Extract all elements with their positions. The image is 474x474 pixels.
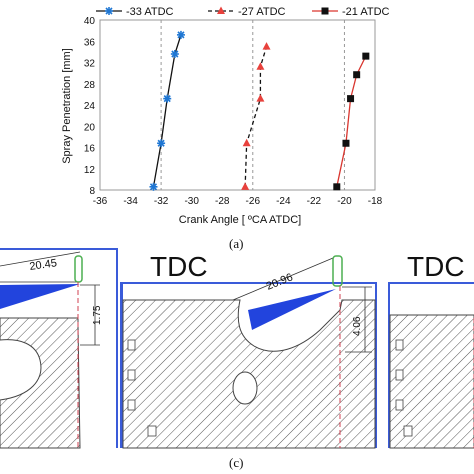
grid (160, 20, 345, 190)
piston-pin-hole (232, 371, 258, 405)
data-point (342, 139, 350, 147)
series (149, 30, 370, 191)
y-tick-label: 24 (84, 101, 96, 112)
series-line (244, 46, 268, 187)
diagram-panel-right: TDC (388, 251, 474, 449)
caption-c: (c) (229, 455, 244, 470)
y-tick-label: 36 (84, 37, 96, 48)
diagram-panel-middle: TDC 20.96 4.06 (120, 251, 377, 449)
spray-plume-middle (248, 289, 336, 330)
piston-bowl-left (0, 317, 81, 449)
y-tick-label: 20 (84, 122, 96, 133)
diagram-panel-left: 20.45 1.75 (0, 248, 118, 449)
y-axis: 8 12 16 20 24 28 32 36 40 (84, 16, 96, 197)
data-point (353, 71, 361, 79)
series-asterisk (149, 30, 185, 191)
x-tick-label: -20 (337, 196, 352, 207)
spray-length-middle: 20.96 (265, 271, 295, 292)
injector-left (74, 255, 83, 283)
plot-frame (99, 19, 376, 191)
spray-plume-left (0, 284, 80, 309)
x-tick-label: -30 (184, 196, 199, 207)
data-point (176, 30, 185, 39)
data-point (333, 183, 341, 191)
y-tick-label: 28 (84, 80, 96, 91)
x-tick-label: -28 (215, 196, 230, 207)
x-tick-label: -36 (93, 196, 108, 207)
data-point (262, 42, 271, 50)
data-point (241, 182, 250, 190)
data-point (347, 95, 355, 103)
data-point (105, 7, 113, 15)
y-tick-label: 12 (84, 165, 96, 176)
data-point (256, 62, 265, 70)
legend-item: -27 ATDC (208, 6, 286, 18)
chart: -36 -34 -32 -30 -28 -26 -24 -22 -20 -18 8 12 16 20 24… (61, 6, 390, 226)
x-tick-label: -22 (307, 196, 322, 207)
legend-label: -27 ATDC (238, 6, 286, 18)
data-point (362, 52, 370, 60)
x-tick-label: -34 (123, 196, 138, 207)
x-axis: -36 -34 -32 -30 -28 -26 -24 -22 -20 -18 (93, 196, 383, 207)
x-tick-label: -24 (276, 196, 291, 207)
tdc-label-right: TDC (407, 251, 465, 282)
data-point (242, 138, 251, 147)
data-point (256, 94, 265, 102)
x-tick-label: -32 (154, 196, 169, 207)
legend-item: -33 ATDC (96, 6, 174, 18)
series-line (336, 55, 367, 187)
caption-a: (a) (229, 236, 244, 251)
tdc-label-middle: TDC (150, 251, 208, 282)
legend-label: -21 ATDC (342, 6, 390, 18)
spray-diagram: 20.45 1.75 TDC 20.96 4.06 (0, 248, 474, 449)
data-point (157, 139, 166, 148)
legend: -33 ATDC -27 ATDC -21 ATDC (96, 6, 390, 18)
injector-middle (332, 255, 343, 287)
y-tick-label: 8 (89, 186, 95, 197)
series-triangle (241, 42, 271, 190)
gap-middle: 4.06 (352, 316, 363, 336)
series-line (152, 34, 182, 187)
x-tick-label: -18 (368, 196, 383, 207)
spray-length-left: 20.45 (29, 257, 58, 273)
y-tick-label: 40 (84, 16, 96, 27)
data-point (149, 182, 158, 191)
x-axis-label: Crank Angle [ ºCA ATDC] (179, 214, 301, 226)
legend-item: -21 ATDC (312, 6, 390, 18)
piston-bowl-right (389, 314, 474, 449)
data-point (217, 6, 225, 14)
data-point (321, 7, 329, 15)
data-point (170, 50, 179, 58)
y-tick-label: 16 (84, 144, 96, 155)
legend-label: -33 ATDC (126, 6, 174, 18)
data-point (163, 94, 172, 103)
gap-left: 1.75 (92, 305, 103, 325)
series-square (333, 52, 370, 191)
y-tick-label: 32 (84, 59, 96, 70)
y-axis-label: Spray Penetration [mm] (61, 48, 73, 164)
x-tick-label: -26 (246, 196, 261, 207)
